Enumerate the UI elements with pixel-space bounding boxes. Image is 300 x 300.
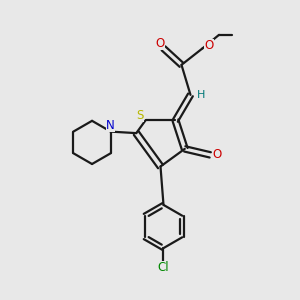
Text: H: H — [197, 90, 205, 100]
Text: Cl: Cl — [158, 261, 169, 274]
Text: N: N — [106, 118, 115, 131]
Text: S: S — [136, 110, 144, 122]
Text: O: O — [156, 38, 165, 50]
Text: O: O — [205, 39, 214, 52]
Text: O: O — [212, 148, 221, 161]
